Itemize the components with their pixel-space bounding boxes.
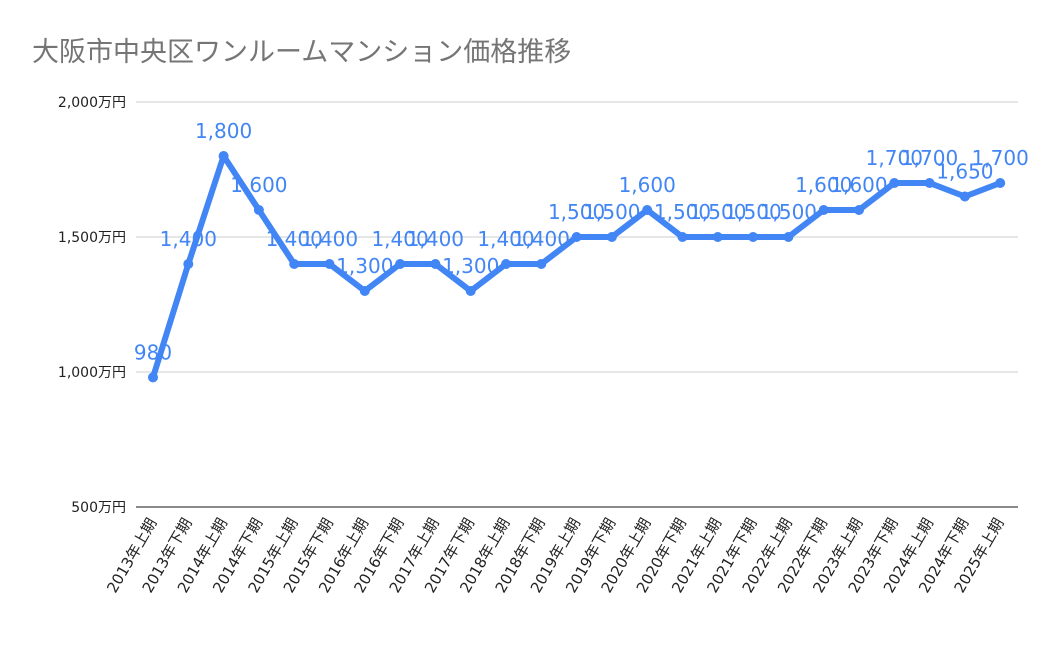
data-label: 1,500 — [654, 200, 711, 224]
data-label: 1,400 — [407, 227, 464, 251]
data-point — [359, 286, 370, 296]
data-point — [536, 259, 547, 269]
data-point — [289, 259, 300, 269]
data-point — [995, 178, 1006, 188]
data-labels: 9801,4001,8001,6001,4001,4001,3001,4001,… — [134, 119, 1029, 364]
data-point — [642, 205, 653, 215]
data-label: 1,400 — [371, 227, 428, 251]
data-point — [783, 232, 794, 242]
data-point — [218, 151, 229, 161]
data-label: 1,400 — [477, 227, 534, 251]
data-label: 1,600 — [795, 173, 852, 197]
data-label: 1,300 — [442, 254, 499, 278]
data-label: 1,500 — [583, 200, 640, 224]
data-label: 1,800 — [195, 119, 252, 143]
data-point — [854, 205, 864, 215]
x-axis: 2013年上期2013年下期2014年上期2014年下期2015年上期2015年… — [103, 515, 1007, 596]
y-tick-label: 500万円 — [71, 500, 126, 516]
data-label: 1,400 — [513, 227, 570, 251]
data-label: 1,500 — [724, 200, 781, 224]
data-point — [606, 232, 617, 242]
data-point — [748, 232, 759, 242]
data-point — [324, 259, 335, 269]
data-point — [959, 191, 970, 202]
chart-title: 大阪市中央区ワンルームマンション価格推移 — [32, 37, 572, 68]
series-group — [148, 151, 1006, 383]
data-point — [889, 178, 900, 188]
y-tick-label: 1,500万円 — [58, 230, 126, 246]
data-point — [818, 205, 829, 215]
data-label: 1,500 — [689, 200, 746, 224]
data-label: 1,500 — [760, 200, 817, 224]
data-label: 980 — [134, 340, 172, 364]
data-label: 1,400 — [160, 227, 217, 251]
data-label: 1,300 — [336, 254, 393, 278]
data-point — [924, 178, 935, 188]
y-tick-label: 1,000万円 — [58, 365, 126, 381]
data-label: 1,600 — [230, 173, 287, 197]
y-axis: 500万円 1,000万円 1,500万円 2,000万円 — [58, 95, 126, 516]
data-point — [253, 205, 264, 215]
data-point — [465, 286, 476, 296]
data-label: 1,700 — [972, 146, 1029, 170]
data-label: 1,600 — [830, 173, 887, 197]
data-point — [430, 259, 441, 269]
data-label: 1,400 — [301, 227, 358, 251]
data-point — [148, 372, 158, 383]
data-label: 1,650 — [936, 160, 993, 184]
data-point — [183, 259, 194, 269]
data-point — [571, 232, 582, 242]
data-label: 1,700 — [866, 146, 923, 170]
data-label: 1,500 — [548, 200, 605, 224]
y-tick-label: 2,000万円 — [58, 95, 126, 111]
data-label: 1,700 — [901, 146, 958, 170]
data-point — [395, 259, 406, 269]
data-label: 1,600 — [619, 173, 676, 197]
data-point — [712, 232, 723, 242]
data-point — [677, 232, 688, 242]
data-point — [501, 259, 511, 269]
data-label: 1,400 — [266, 227, 323, 251]
